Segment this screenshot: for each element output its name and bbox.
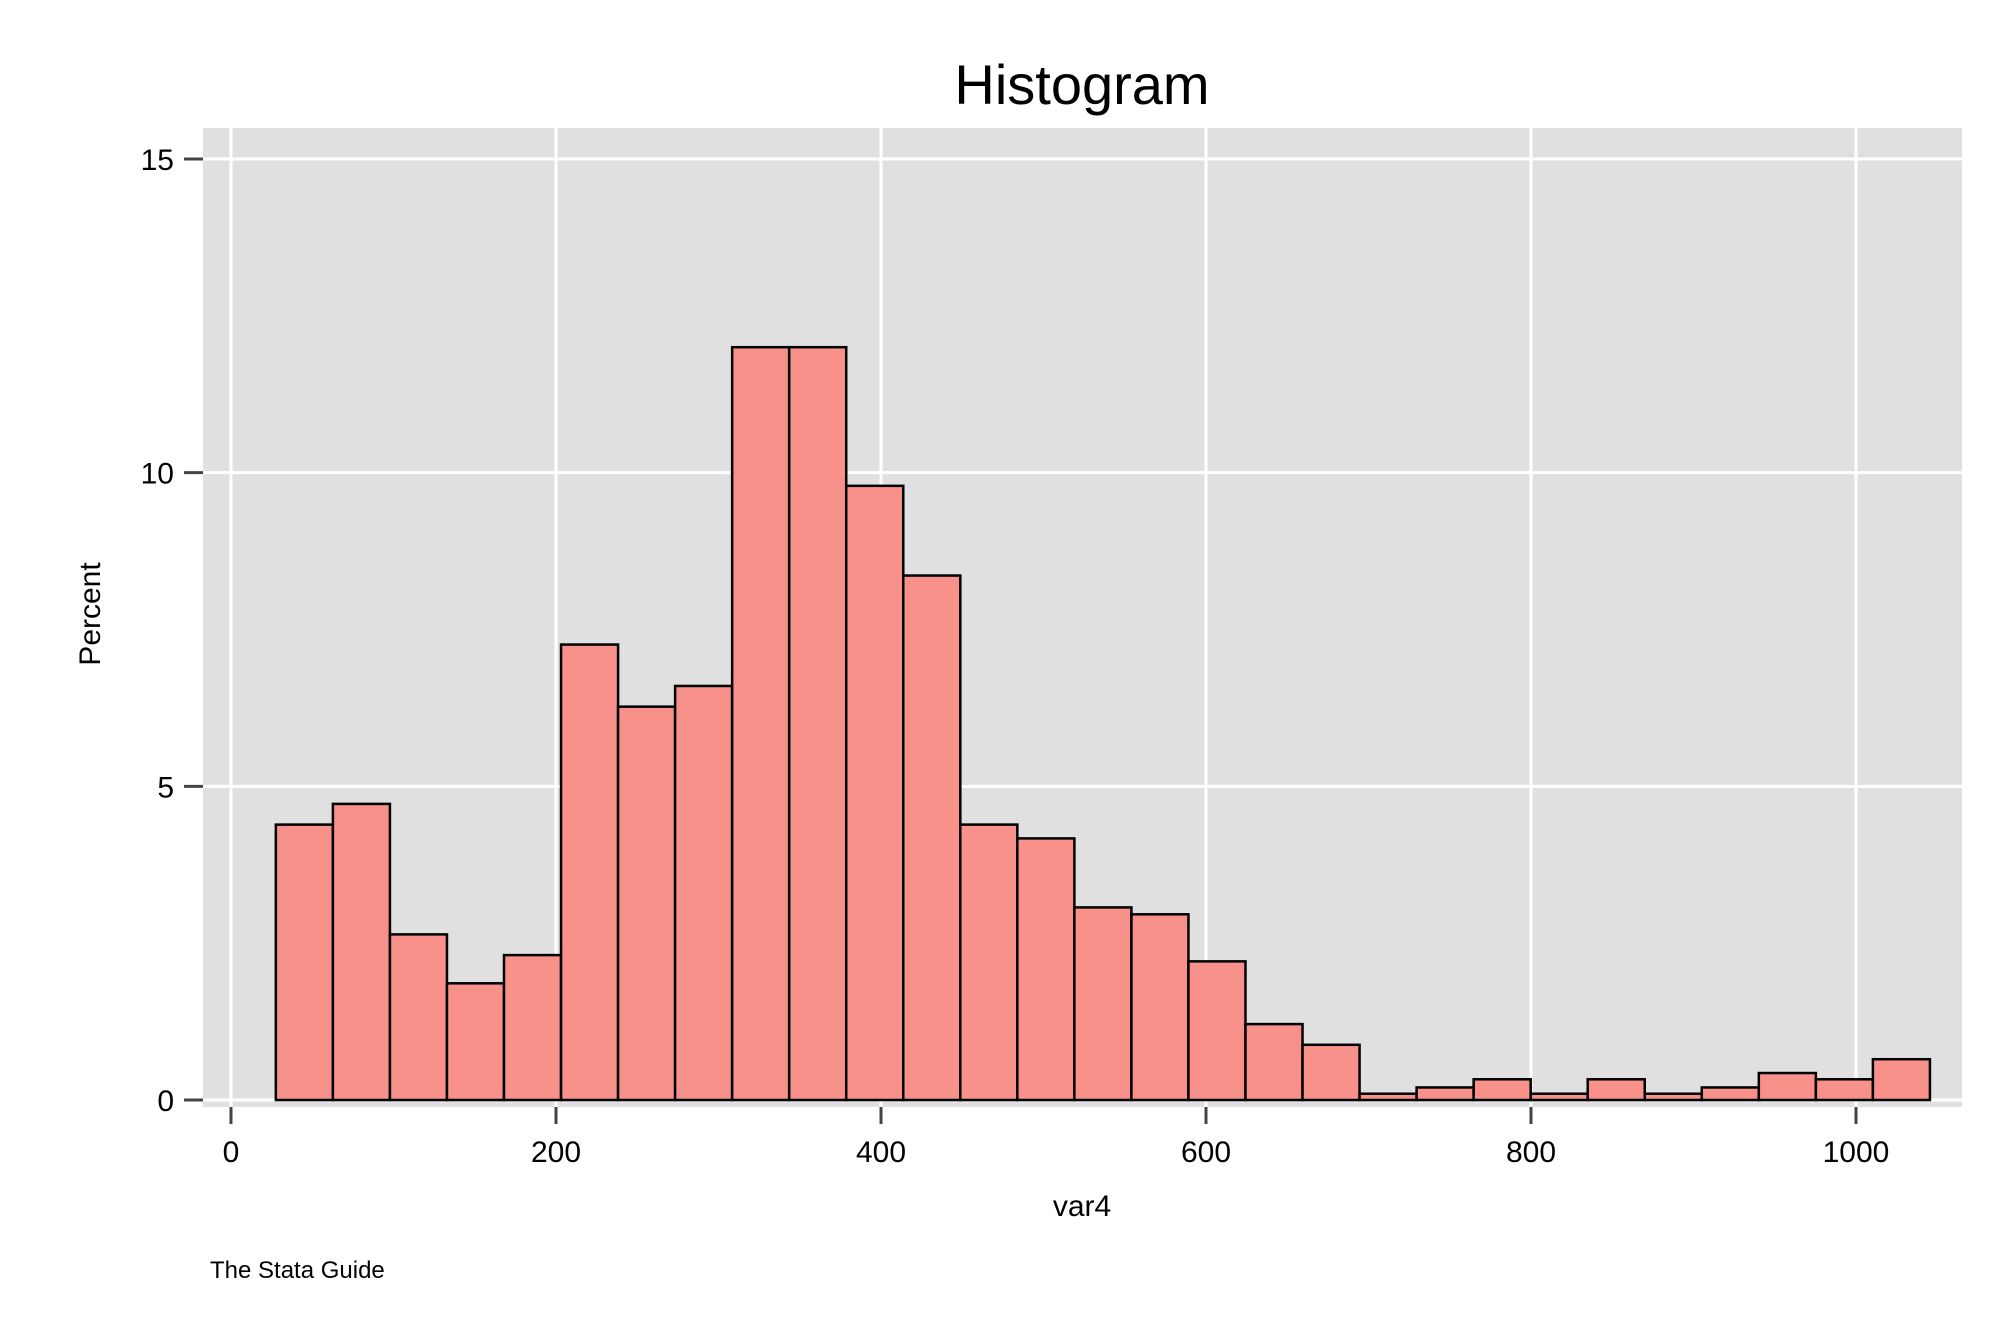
histogram-bar bbox=[1700, 1086, 1761, 1102]
y-tick-label: 15 bbox=[141, 144, 174, 177]
histogram-bar bbox=[388, 933, 449, 1102]
y-axis-title: Percent bbox=[74, 562, 107, 666]
axes: 0 200 400 600 800 1000 0 5 10 15 bbox=[141, 144, 1890, 1169]
histogram-bar bbox=[1757, 1071, 1818, 1102]
histogram-bar bbox=[1814, 1078, 1875, 1102]
histogram-bar bbox=[1643, 1092, 1704, 1102]
histogram-bar bbox=[673, 684, 734, 1102]
chart-note: The Stata Guide bbox=[210, 1257, 385, 1284]
histogram-bar bbox=[1358, 1092, 1418, 1102]
histogram-bar bbox=[1073, 906, 1133, 1102]
histogram-bar bbox=[1871, 1057, 1932, 1102]
histogram-bar bbox=[331, 802, 392, 1102]
histogram-bar bbox=[1472, 1078, 1532, 1102]
x-axis-title: var4 bbox=[1053, 1190, 1111, 1223]
x-tick-label: 200 bbox=[531, 1136, 581, 1169]
histogram-bar bbox=[559, 643, 620, 1102]
histogram-bar bbox=[902, 574, 962, 1102]
x-tick-label: 800 bbox=[1506, 1136, 1556, 1169]
histogram-bar bbox=[445, 982, 506, 1102]
histogram-bar bbox=[959, 823, 1019, 1102]
x-tick-label: 600 bbox=[1181, 1136, 1231, 1169]
histogram-bar bbox=[1415, 1086, 1475, 1102]
histogram-bar bbox=[1529, 1092, 1589, 1102]
histogram-bar bbox=[1586, 1078, 1647, 1102]
x-tick-label: 0 bbox=[223, 1136, 240, 1169]
histogram-bar bbox=[502, 953, 563, 1102]
histogram-bar bbox=[1016, 837, 1076, 1102]
histogram-bar bbox=[616, 705, 677, 1102]
bars bbox=[274, 345, 1932, 1102]
y-tick-label: 0 bbox=[157, 1085, 174, 1118]
histogram-bar bbox=[844, 484, 905, 1102]
histogram-bar bbox=[730, 345, 791, 1102]
y-tick-label: 5 bbox=[157, 771, 174, 804]
x-tick-label: 1000 bbox=[1823, 1136, 1890, 1169]
chart-title: Histogram bbox=[954, 53, 1209, 116]
histogram-bar bbox=[274, 823, 335, 1102]
x-tick-label: 400 bbox=[856, 1136, 906, 1169]
histogram-bar bbox=[1187, 960, 1247, 1102]
histogram-bar bbox=[787, 345, 848, 1102]
y-tick-label: 10 bbox=[141, 458, 174, 491]
histogram-bar bbox=[1244, 1022, 1304, 1102]
histogram-bar bbox=[1130, 913, 1190, 1102]
histogram-bar bbox=[1301, 1043, 1361, 1102]
